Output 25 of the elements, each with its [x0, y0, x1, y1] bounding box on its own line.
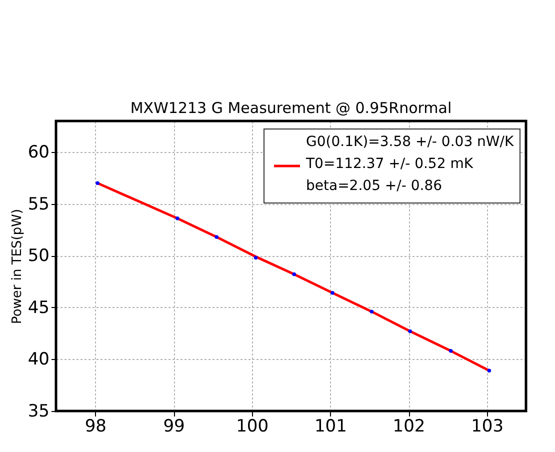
x-tick-label: 101 [314, 416, 347, 436]
y-tick-label: 35 [28, 402, 50, 422]
x-tick-label: 102 [392, 416, 426, 436]
y-axis-title: Power in TES(pW) [10, 208, 25, 324]
y-tick-label: 60 [28, 142, 50, 163]
y-tick-label: 50 [28, 246, 50, 266]
point [370, 310, 374, 314]
y-tick-label: 45 [28, 298, 50, 318]
point [330, 291, 334, 295]
x-tick-label: 98 [84, 416, 106, 436]
x-tick-label: 100 [236, 416, 269, 436]
point [96, 181, 100, 186]
point [214, 235, 218, 239]
point [254, 256, 258, 260]
point [487, 368, 492, 372]
y-tick-label: 55 [28, 194, 50, 214]
point [448, 349, 453, 353]
y-tick-label: 40 [28, 350, 50, 370]
point [292, 272, 296, 276]
point [408, 329, 412, 334]
x-tick-label: 99 [163, 416, 185, 436]
x-tick-label: 103 [471, 416, 504, 436]
chart-title: MXW1213 G Measurement @ 0.95Rnormal [130, 98, 452, 117]
point [176, 216, 180, 220]
legend-label: G0(0.1K)=3.58 +/- 0.03 nW/K T0=112.37 +/- 0.52 mK beta=2.05 +/- 0.86 [305, 134, 514, 194]
